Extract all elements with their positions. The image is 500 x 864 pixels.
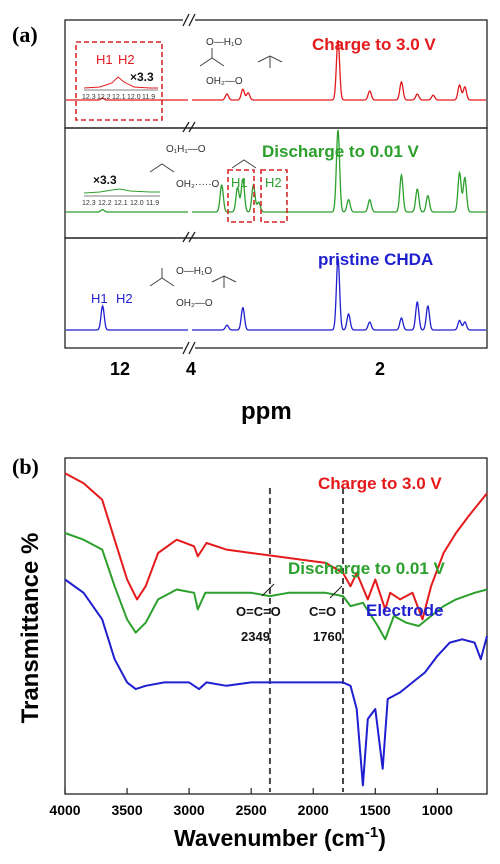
- molecule-pristine: O—H₁O OH₂—O: [149, 266, 237, 309]
- svg-text:12.2: 12.2: [98, 200, 112, 207]
- pristine-h1: H1: [91, 291, 108, 306]
- nmr-xlabel: ppm: [241, 398, 292, 425]
- nmr-trace-1-right: [192, 129, 486, 213]
- discharge-peak-boxes: H1 H2: [227, 169, 288, 223]
- inset-discharge-trace: [83, 188, 160, 194]
- ftir-tick-1000: 1000: [422, 802, 453, 818]
- annot-co2-value: 2349: [241, 629, 270, 644]
- axis-break-marks: [182, 13, 196, 355]
- ftir-traces: [64, 472, 488, 787]
- inset-charge-magnification: ×3.3: [130, 70, 154, 84]
- inset-discharge-ticks: 12.3 12.2 12.1 12.0 11.9: [82, 200, 159, 207]
- panel-a-label: (a): [12, 22, 38, 47]
- svg-text:OH₂—O: OH₂—O: [206, 76, 243, 87]
- ftir-frame: [64, 457, 488, 795]
- svg-text:12.3: 12.3: [82, 200, 96, 207]
- nmr-label-discharge: Discharge to 0.01 V: [262, 142, 420, 161]
- nmr-trace-1: [66, 208, 188, 213]
- nmr-frame: [64, 19, 488, 349]
- svg-text:12.0: 12.0: [127, 94, 141, 101]
- nmr-trace-2-right: [192, 257, 486, 331]
- inset-discharge-magnification: ×3.3: [93, 173, 117, 187]
- ftir-reference-lines: [268, 488, 345, 792]
- annot-co-label: C=O: [309, 604, 336, 619]
- ftir-trace-0: [64, 472, 488, 621]
- svg-text:O₁H₁—O: O₁H₁—O: [166, 144, 206, 155]
- discharge-h2: H2: [265, 175, 282, 190]
- svg-text:12.0: 12.0: [130, 200, 144, 207]
- ftir-ylabel: Transmittance %: [17, 533, 44, 724]
- svg-text:11.9: 11.9: [146, 200, 159, 207]
- nmr-tick-4: 4: [186, 359, 196, 379]
- ftir-label-electrode: Electrode: [366, 601, 443, 620]
- ftir-tick-2000: 2000: [298, 802, 329, 818]
- svg-text:11.9: 11.9: [142, 94, 155, 101]
- inset-charge-h1: H1: [96, 52, 113, 67]
- nmr-label-pristine: pristine CHDA: [318, 250, 433, 269]
- molecule-discharge: O₁H₁—O OH₂·····O: [149, 144, 257, 190]
- nmr-label-charge: Charge to 3.0 V: [312, 35, 436, 54]
- ftir-x-ticks: 4000 3500 3000 2500 2000 1500 1000: [49, 788, 453, 818]
- ftir-tick-1500: 1500: [360, 802, 391, 818]
- ftir-tick-2500: 2500: [236, 802, 267, 818]
- svg-text:O—H₁O: O—H₁O: [206, 37, 242, 48]
- svg-text:OH₂—O: OH₂—O: [176, 298, 213, 309]
- svg-text:O—H₁O: O—H₁O: [176, 266, 212, 277]
- svg-text:12.3: 12.3: [82, 94, 96, 101]
- annot-co2-label: O=C=O: [236, 604, 281, 619]
- ftir-label-discharge: Discharge to 0.01 V: [288, 559, 446, 578]
- inset-discharge: ×3.3 12.3 12.2 12.1 12.0 11.9: [82, 173, 160, 207]
- molecule-charge: O—H₁O OH₂—O: [199, 37, 283, 87]
- svg-text:12.1: 12.1: [114, 200, 128, 207]
- nmr-trace-2: [66, 304, 188, 331]
- ftir-trace-1: [64, 532, 488, 641]
- ftir-label-charge: Charge to 3.0 V: [318, 474, 442, 493]
- svg-text:12.2: 12.2: [97, 94, 111, 101]
- pristine-h2: H2: [116, 291, 133, 306]
- inset-charge-ticks: 12.3 12.2 12.1 12.0 11.9: [82, 94, 155, 101]
- ftir-tick-3000: 3000: [174, 802, 205, 818]
- ftir-annotations: O=C=O 2349 C=O 1760: [236, 583, 343, 644]
- annot-co-value: 1760: [313, 629, 342, 644]
- inset-charge-h2: H2: [118, 52, 135, 67]
- svg-text:OH₂·····O: OH₂·····O: [176, 179, 220, 190]
- nmr-tick-2: 2: [375, 359, 385, 379]
- svg-text:12.1: 12.1: [112, 94, 126, 101]
- nmr-trace-0: [66, 97, 188, 101]
- ftir-tick-4000: 4000: [49, 802, 80, 818]
- ftir-trace-2: [64, 578, 488, 787]
- ftir-xlabel: Wavenumber (cm-1): [174, 824, 386, 851]
- ftir-tick-3500: 3500: [111, 802, 142, 818]
- nmr-trace-0-right: [192, 39, 486, 101]
- inset-charge: H1 H2 ×3.3 12.3 12.2 12.1 12.0 11.9: [75, 41, 163, 121]
- discharge-h1: H1: [231, 175, 248, 190]
- nmr-tick-12: 12: [110, 359, 130, 379]
- inset-charge-trace: [83, 76, 158, 89]
- panel-b-label: (b): [12, 454, 39, 479]
- nmr-traces: [66, 39, 486, 331]
